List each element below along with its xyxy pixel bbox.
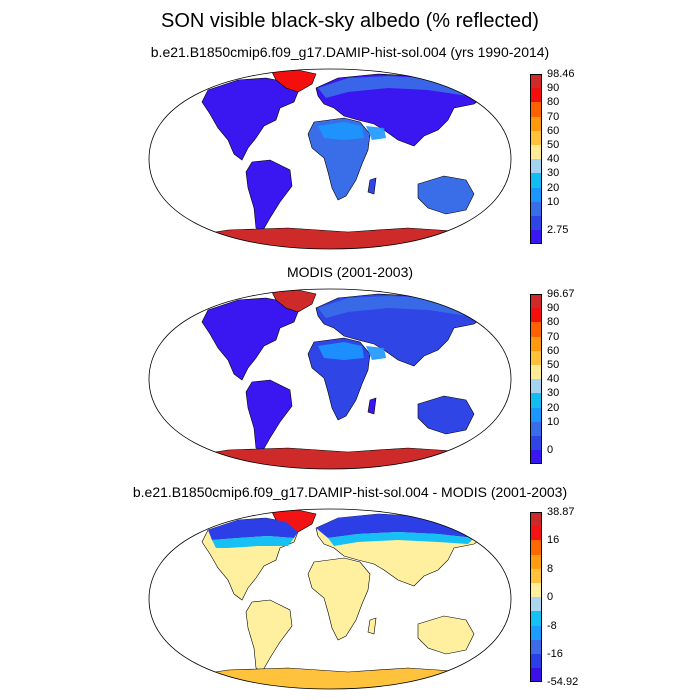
colorbar-swatch	[530, 365, 542, 380]
land-greenland	[271, 289, 317, 313]
colorbar-label: 30	[547, 167, 560, 180]
land-samerica	[245, 379, 293, 453]
colorbar-swatch	[530, 379, 542, 394]
land-australia	[417, 175, 475, 215]
land-antarctica	[171, 667, 489, 689]
colorbar-swatch	[530, 230, 542, 245]
colorbar-label: 70	[547, 110, 560, 123]
figure-title: SON visible black-sky albedo (% reflecte…	[161, 10, 539, 32]
colorbar-swatch	[530, 393, 542, 408]
land-samerica	[245, 159, 293, 233]
colorbar-label: 70	[547, 330, 560, 343]
colorbar-label: 90	[547, 302, 560, 315]
map-boundary	[148, 288, 512, 470]
colorbar-label: 60	[547, 344, 560, 357]
colorbar-swatch	[530, 159, 542, 174]
colorbar-label: 10	[547, 415, 560, 428]
land-greenland	[271, 69, 317, 93]
panel-3-title: b.e21.B1850cmip6.f09_g17.DAMIP-hist-sol.…	[132, 484, 568, 500]
eurasia-transition-band	[328, 532, 474, 546]
colorbar-label: 40	[547, 373, 560, 386]
colorbar-swatch	[530, 216, 542, 231]
colorbar-label: 20	[547, 181, 560, 194]
colorbar-label: -16	[547, 648, 563, 660]
arabia-patch	[366, 346, 386, 360]
land-madagascar	[367, 617, 377, 635]
colorbar-swatch	[530, 88, 542, 103]
arabia-patch	[366, 126, 386, 140]
colorbar-label: -54.92	[547, 676, 579, 689]
colorbar-label: 98.46	[547, 68, 575, 80]
colorbar-swatch	[530, 350, 542, 365]
colorbar-swatch	[530, 568, 542, 583]
colorbar-label: 8	[547, 562, 554, 575]
colorbar-swatch	[530, 294, 542, 309]
colorbar-label: -8	[547, 619, 557, 632]
colorbar-label: 2.75	[547, 224, 569, 237]
land-samerica	[245, 599, 293, 673]
colorbar-swatch	[530, 540, 542, 555]
colorbar-swatch	[530, 102, 542, 117]
colorbar-label: 10	[547, 195, 560, 208]
colorbar-swatch	[530, 336, 542, 351]
colorbar-label: 0	[547, 444, 554, 457]
colorbar-swatch	[530, 308, 542, 323]
colorbar-label: 16	[547, 534, 560, 547]
colorbar-label: 80	[547, 316, 560, 329]
colorbar-label: 20	[547, 401, 560, 414]
colorbar-swatch	[530, 145, 542, 160]
panel-1-map	[148, 68, 512, 250]
colorbar-swatch	[530, 668, 542, 683]
colorbar-swatch	[530, 173, 542, 188]
map-boundary	[148, 68, 512, 250]
colorbar-swatch	[530, 74, 542, 89]
colorbar-label: 60	[547, 124, 560, 137]
colorbar-label: 30	[547, 387, 560, 400]
colorbar-label: 50	[547, 139, 560, 151]
land-australia	[417, 615, 475, 655]
land-madagascar	[367, 397, 377, 415]
colorbar-label: 50	[547, 359, 560, 371]
colorbar-label: 40	[547, 153, 560, 166]
sahara-patch	[318, 342, 364, 360]
colorbar-swatch	[530, 526, 542, 541]
colorbar-label: 80	[547, 96, 560, 109]
north-america-negative-band	[208, 518, 298, 540]
colorbar-swatch	[530, 421, 542, 436]
land-africa	[307, 557, 371, 641]
colorbar-swatch	[530, 583, 542, 598]
colorbar-swatch	[530, 512, 542, 527]
colorbar-swatch	[530, 130, 542, 145]
colorbar-swatch	[530, 187, 542, 202]
land-antarctica	[171, 227, 489, 249]
colorbar-label: 90	[547, 82, 560, 95]
colorbar-swatch	[530, 322, 542, 337]
panel-1-title: b.e21.B1850cmip6.f09_g17.DAMIP-hist-sol.…	[150, 44, 550, 60]
colorbar-swatch	[530, 654, 542, 669]
colorbar-swatch	[530, 597, 542, 612]
panel-3-map	[148, 508, 512, 690]
map-boundary	[148, 508, 512, 690]
colorbar-swatch	[530, 201, 542, 216]
colorbar-swatch	[530, 554, 542, 569]
north-america-transition-band	[212, 536, 294, 548]
panel-2-title: MODIS (2001-2003)	[286, 264, 414, 280]
land-australia	[417, 395, 475, 435]
panel-2-map	[148, 288, 512, 470]
land-antarctica	[171, 447, 489, 469]
colorbar-label: 96.67	[547, 288, 575, 300]
colorbar-swatch	[530, 625, 542, 640]
colorbar-swatch	[530, 407, 542, 422]
colorbar-label: 38.87	[547, 506, 575, 518]
colorbar-swatch	[530, 639, 542, 654]
sahara-patch	[318, 122, 364, 140]
colorbar-swatch	[530, 611, 542, 626]
colorbar-label: 0	[547, 591, 554, 604]
colorbar-swatch	[530, 436, 542, 451]
colorbar-swatch	[530, 116, 542, 131]
land-madagascar	[367, 177, 377, 195]
colorbar-swatch	[530, 450, 542, 465]
